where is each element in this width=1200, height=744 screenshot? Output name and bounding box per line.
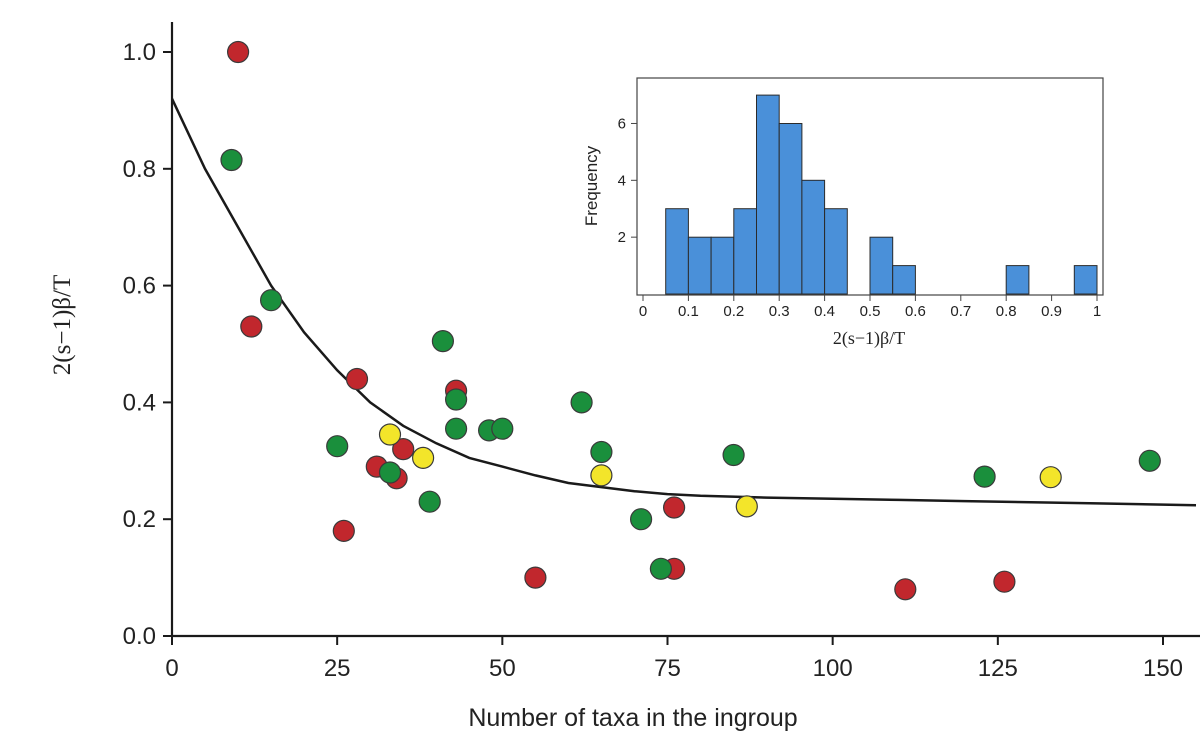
inset-x-axis-title: 2(s−1)β/T — [833, 328, 905, 349]
yellow-point — [735, 495, 758, 518]
histogram-bar — [665, 208, 689, 295]
green-point — [570, 391, 593, 414]
histogram-bar — [801, 179, 826, 295]
inset-y-axis-title: Frequency — [582, 145, 601, 226]
inset-x-tick-label: 0.7 — [950, 303, 971, 320]
y-tick-label: 0.8 — [123, 156, 156, 183]
histogram-bar — [756, 94, 780, 295]
red-point — [240, 315, 263, 338]
x-tick-label: 75 — [654, 655, 681, 682]
green-point — [649, 557, 673, 580]
inset-x-tick-label: 1 — [1093, 303, 1101, 320]
histogram-bar — [824, 208, 848, 295]
red-point — [332, 519, 355, 543]
green-point — [378, 461, 402, 484]
x-tick-label: 150 — [1143, 655, 1183, 682]
green-point — [418, 490, 441, 513]
yellow-point — [412, 446, 435, 469]
inset-x-tick-label: 0.9 — [1041, 303, 1062, 320]
inset-y-tick-label: 2 — [618, 229, 626, 246]
histogram-bar — [1005, 265, 1030, 295]
green-point — [590, 440, 613, 464]
inset-x-tick-label: 0 — [639, 303, 647, 320]
histogram-inset: 0 0.1 0.2 0.3 0.4 0.5 0.6 0.7 0.8 0.9 1 2 4 6 2(s−1)β… — [582, 77, 1104, 349]
red-point — [662, 496, 686, 519]
main-tick-labels: 0.0 0.2 0.4 0.6 0.8 1.0 0 25 50 75 100 125 150 — [123, 39, 1183, 682]
histogram-bar — [687, 236, 712, 295]
inset-x-tick-label: 0.4 — [814, 303, 835, 320]
red-point — [392, 438, 415, 461]
yellow-point — [590, 464, 613, 487]
histogram-bar — [892, 265, 916, 295]
histogram-bar — [869, 236, 894, 295]
inset-x-tick-label: 0.6 — [905, 303, 926, 320]
x-tick-label: 125 — [978, 655, 1018, 682]
histogram-bar — [1073, 265, 1098, 295]
x-tick-label: 0 — [165, 655, 178, 682]
red-point — [345, 367, 369, 391]
y-axis-title: 2(s−1)β/T — [49, 275, 76, 375]
y-tick-label: 0.2 — [123, 506, 156, 533]
green-point — [1138, 449, 1161, 472]
x-tick-label: 50 — [489, 655, 516, 682]
green-point — [445, 417, 468, 440]
green-point — [491, 417, 514, 440]
green-point — [445, 388, 468, 411]
green-point — [260, 289, 283, 312]
x-axis-title: Number of taxa in the ingroup — [468, 704, 797, 732]
red-point — [524, 566, 547, 589]
y-tick-label: 0.0 — [123, 623, 156, 650]
x-tick-label: 25 — [324, 655, 351, 682]
yellow-point — [1039, 466, 1062, 489]
green-point — [629, 508, 653, 531]
histogram-bar — [710, 236, 735, 295]
y-tick-label: 0.6 — [123, 273, 156, 300]
red-point — [894, 578, 917, 601]
x-tick-label: 100 — [813, 655, 853, 682]
green-point — [326, 435, 349, 458]
green-point — [220, 148, 243, 172]
inset-y-tick-label: 4 — [618, 172, 626, 189]
inset-x-tick-label: 0.8 — [996, 303, 1017, 320]
green-point — [722, 443, 745, 467]
inset-x-tick-label: 0.5 — [860, 303, 881, 320]
histogram-bars — [665, 94, 1098, 295]
inset-x-tick-label: 0.3 — [769, 303, 790, 320]
histogram-bar — [778, 123, 803, 295]
y-tick-label: 1.0 — [123, 39, 156, 66]
red-point — [993, 570, 1016, 593]
y-tick-label: 0.4 — [123, 389, 156, 416]
inset-y-tick-label: 6 — [618, 115, 626, 132]
histogram-bar — [733, 208, 757, 295]
green-point — [431, 330, 454, 353]
data-points — [220, 40, 1161, 601]
yellow-point — [378, 423, 402, 446]
inset-x-tick-label: 0.1 — [678, 303, 699, 320]
red-point — [227, 40, 250, 64]
main-axes — [170, 22, 1200, 638]
histogram-tick-labels: 0 0.1 0.2 0.3 0.4 0.5 0.6 0.7 0.8 0.9 1 2 4 6 — [618, 115, 1102, 320]
fit-curve — [170, 98, 1197, 507]
green-point — [973, 465, 996, 488]
inset-x-tick-label: 0.2 — [723, 303, 744, 320]
